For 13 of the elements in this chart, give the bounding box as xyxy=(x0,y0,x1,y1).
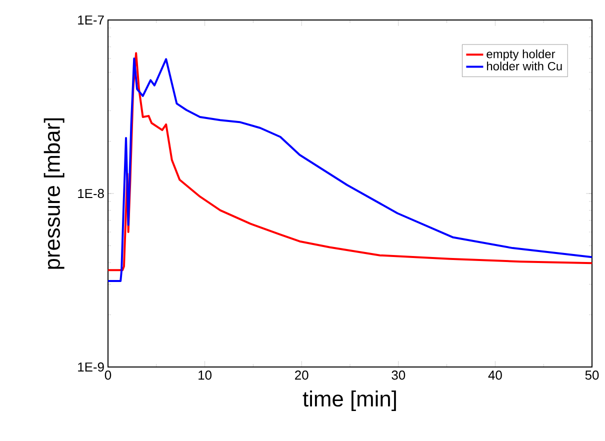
x-tick-label: 40 xyxy=(488,370,502,380)
y-tick-label: 1E-7 xyxy=(78,16,104,24)
x-tick-label: 0 xyxy=(104,370,112,380)
x-tick-label: 30 xyxy=(392,370,406,380)
legend-label: empty holder xyxy=(486,49,556,61)
x-tick-label: 50 xyxy=(585,370,599,380)
y-axis-title: pressure [mbar] xyxy=(44,118,64,269)
y-tick-label: 1E-8 xyxy=(78,188,104,198)
legend-label: holder with Cu xyxy=(487,62,562,70)
y-tick-label: 1E-9 xyxy=(78,362,104,372)
x-tick-label: 10 xyxy=(198,370,212,380)
x-axis-title: time [min] xyxy=(302,390,396,411)
x-tick-label: 20 xyxy=(295,370,308,380)
